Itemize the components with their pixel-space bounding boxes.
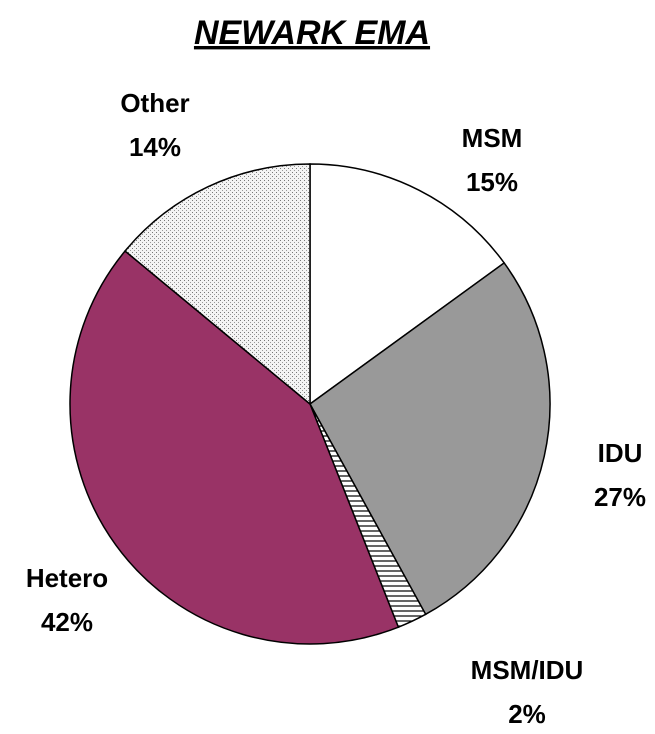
pie-slice <box>69 249 400 645</box>
pie-slice <box>309 163 506 406</box>
chart-title: NEWARK EMA <box>194 14 430 52</box>
slice-value-label: 14% <box>129 132 181 162</box>
slice-label: Other <box>120 88 189 118</box>
slice-label: MSM/IDU <box>471 655 584 685</box>
slice-label: Hetero <box>26 563 108 593</box>
pie-slice <box>309 261 551 616</box>
slice-value-label: 42% <box>41 607 93 637</box>
slice-label: MSM <box>462 123 523 153</box>
slice-value-label: 2% <box>508 699 546 729</box>
slice-label: IDU <box>598 438 643 468</box>
slice-value-label: 27% <box>594 482 646 512</box>
slice-value-label: 15% <box>466 167 518 197</box>
pie-slice <box>124 163 311 406</box>
